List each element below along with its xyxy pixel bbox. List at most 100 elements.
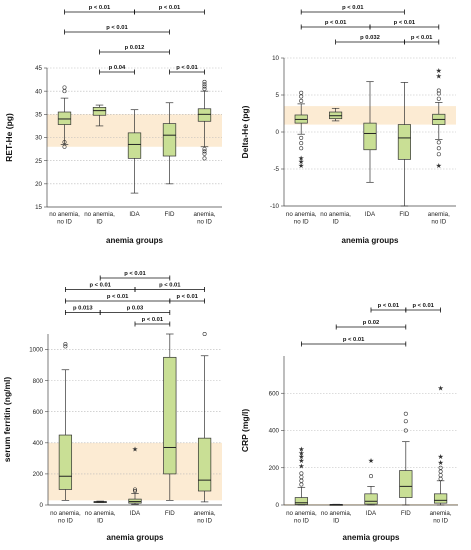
outlier-circle: [63, 342, 68, 347]
y-tick-label: 40: [35, 88, 42, 95]
category-label: no anemia,: [286, 211, 317, 218]
outlier-circle: [403, 419, 408, 424]
outlier-circle: [62, 140, 67, 145]
outlier-circle: [202, 82, 207, 87]
outlier-circle: [436, 88, 441, 93]
significance-bracket: p 0.012: [99, 45, 170, 55]
significance-bracket: p 0.032: [335, 35, 405, 45]
box-group: [93, 500, 107, 504]
outlier-star: ★: [298, 158, 304, 166]
outlier-star: ★: [437, 453, 443, 461]
outlier-star: ★: [298, 462, 304, 470]
outlier-star: ★: [298, 453, 304, 461]
y-axis-title: CRP (mg/l): [240, 409, 250, 452]
x-axis-title: anemia groups: [107, 533, 164, 542]
significance-bracket: p < 0.01: [65, 294, 171, 304]
category-label: no ID: [294, 219, 309, 226]
outlier-circle: [62, 144, 67, 149]
significance-bracket: p < 0.01: [169, 294, 206, 304]
significance-bracket: p < 0.01: [405, 303, 442, 313]
category-label: no anemia,: [320, 211, 351, 218]
y-tick-label: 30: [35, 135, 42, 142]
category-label: anemia,: [193, 211, 215, 218]
significance-bracket: p 0.013: [65, 306, 101, 315]
box: [397, 124, 411, 160]
box-group: [58, 342, 73, 501]
significance-bracket: p < 0.01: [134, 283, 206, 292]
p-value-label: p 0.013: [73, 306, 93, 312]
box: [364, 493, 378, 505]
outlier-star: ★: [298, 457, 304, 465]
significance-bracket: p < 0.01: [301, 337, 407, 347]
y-tick-label: 200: [269, 465, 280, 472]
box: [58, 434, 73, 490]
y-tick-label: 400: [269, 428, 280, 435]
outlier-circle: [299, 94, 304, 99]
y-tick-label: 200: [33, 471, 44, 478]
reference-band: [48, 442, 222, 501]
box: [399, 470, 413, 498]
category-label: no ID: [58, 518, 73, 525]
category-label: FID: [165, 211, 175, 218]
outlier-circle: [438, 473, 443, 478]
outlier-circle: [62, 89, 67, 94]
box-group: [397, 82, 411, 207]
box: [197, 437, 212, 492]
outlier-circle: [436, 152, 441, 157]
p-value-label: p 0.012: [125, 45, 145, 51]
box-group: [163, 333, 177, 501]
significance-bracket: p < 0.01: [300, 5, 405, 15]
category-label: IDA: [130, 510, 141, 517]
outlier-star: ★: [437, 459, 443, 467]
outlier-circle: [438, 465, 443, 470]
outlier-circle: [436, 140, 441, 145]
category-label: IDA: [129, 211, 140, 218]
p-value-label: p < 0.01: [342, 5, 364, 11]
outlier-circle: [299, 478, 304, 483]
outlier-circle: [299, 475, 304, 480]
category-label: no ID: [197, 518, 212, 525]
outlier-circle: [369, 474, 374, 479]
box: [92, 107, 107, 116]
outlier-star: ★: [298, 449, 304, 457]
y-tick-label: 0: [40, 502, 44, 509]
box-group: [197, 332, 212, 503]
y-tick-label: 400: [33, 440, 44, 447]
category-label: IDA: [366, 510, 377, 517]
box-group: ★★★: [432, 67, 446, 170]
p-value-label: p < 0.01: [394, 20, 416, 26]
outlier-circle: [436, 91, 441, 96]
box: [57, 111, 72, 125]
outlier-circle: [63, 344, 68, 349]
category-label: no anemia,: [50, 510, 81, 517]
outlier-star: ★: [437, 384, 443, 392]
p-value-label: p 0.02: [363, 320, 379, 326]
category-label: anemia,: [428, 211, 450, 218]
outlier-star: ★: [298, 162, 304, 170]
p-value-label: p < 0.01: [176, 294, 198, 300]
box: [163, 356, 177, 475]
outlier-circle: [299, 471, 304, 476]
x-axis-title: anemia groups: [343, 533, 400, 542]
delta-he-panel: -10 -5 0 5 10 ★ ★ ★ ★ ★ ★ no anemia, no ID no anemia,…: [236, 0, 471, 268]
p-value-label: p < 0.01: [378, 303, 400, 309]
box-group: [399, 411, 413, 506]
outlier-circle: [436, 96, 441, 101]
outlier-circle: [299, 141, 304, 146]
outlier-star: ★: [436, 67, 442, 75]
outlier-star: ★: [132, 446, 138, 454]
p-value-label: p 0.032: [360, 35, 380, 41]
category-label: no anemia,: [85, 510, 116, 517]
y-tick-label: 35: [35, 112, 42, 119]
y-tick-label: 800: [33, 378, 44, 385]
p-value-label: p < 0.01: [107, 294, 129, 300]
significance-bracket: p < 0.01: [370, 303, 407, 313]
y-tick-label: 0: [276, 129, 280, 136]
outlier-circle: [403, 411, 408, 416]
box-group: ★★★: [294, 90, 308, 170]
y-axis-title: serum ferritin (ng/ml): [2, 377, 12, 463]
y-tick-label: 10: [272, 55, 279, 62]
p-value-label: p < 0.01: [89, 283, 111, 289]
